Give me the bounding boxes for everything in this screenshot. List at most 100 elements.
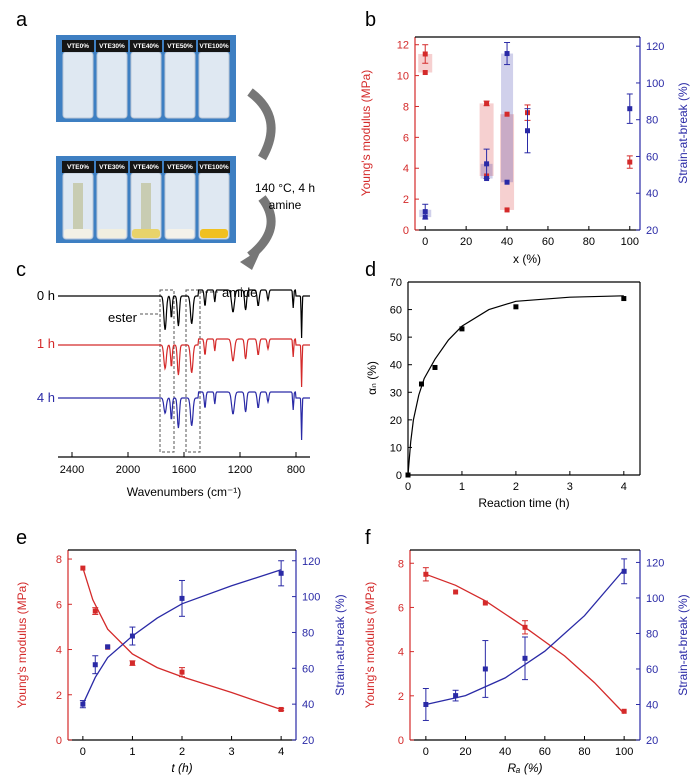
b-shaded-bar	[501, 53, 514, 183]
b-yr-tick-label: 20	[646, 225, 658, 237]
c-xlabel: Wavenumbers (cm⁻¹)	[127, 485, 242, 499]
e-point	[278, 570, 284, 576]
f-point	[522, 655, 528, 661]
e-yr-tick-label: 60	[302, 663, 314, 675]
vial-body	[164, 51, 196, 119]
d-point	[418, 381, 424, 387]
c-annotation-amide: amide	[222, 285, 257, 300]
f-point	[522, 624, 528, 630]
b-point	[627, 106, 633, 112]
chart-b: x (%) Young's modulus (MPa) Strain-at-br…	[359, 36, 690, 266]
e-xlabel: t (h)	[171, 761, 192, 775]
f-yl-tick-label: 8	[398, 558, 404, 570]
f-x-tick-label: 20	[459, 746, 471, 758]
vial-label: VTE0%	[67, 43, 89, 50]
b-point	[504, 207, 510, 213]
f-yr-tick-label: 20	[646, 735, 658, 747]
b-x-tick-label: 60	[542, 236, 554, 248]
c-x-tick-label: 1600	[172, 464, 196, 476]
c-trace-label-1h: 1 h	[37, 336, 55, 351]
b-point	[504, 179, 510, 185]
f-yr-tick-label: 80	[646, 628, 658, 640]
f-yr-tick-label: 100	[646, 593, 664, 605]
e-point	[80, 565, 86, 571]
e-yr-tick-label: 120	[302, 556, 320, 568]
f-ylabel-left: Young's modulus (MPa)	[363, 582, 377, 709]
b-yl-tick-label: 0	[403, 225, 409, 237]
vial-strip	[73, 183, 83, 229]
b-yl-tick-label: 4	[403, 163, 409, 175]
e-point	[129, 660, 135, 666]
d-y-tick-label: 0	[396, 470, 402, 482]
b-yl-tick-label: 6	[403, 132, 409, 144]
vial-body	[96, 51, 128, 119]
reaction-reagent: amine	[269, 198, 302, 212]
panel-e-label: e	[16, 527, 27, 549]
b-ylabel-right: Strain-at-break (%)	[676, 82, 690, 183]
d-point	[432, 364, 438, 370]
c-spectrum-4h	[58, 391, 310, 441]
b-x-tick-label: 100	[621, 236, 639, 248]
f-point	[482, 666, 488, 672]
b-x-tick-label: 20	[460, 236, 472, 248]
vial-cap-label	[130, 40, 162, 52]
vial-label: VTE100%	[199, 164, 228, 171]
panel-b-label: b	[365, 9, 376, 31]
e-point	[179, 669, 185, 675]
d-xlabel: Reaction time (h)	[478, 496, 569, 510]
f-point	[423, 571, 429, 577]
b-x-tick-label: 80	[583, 236, 595, 248]
b-shaded-bar	[500, 114, 515, 210]
f-point	[621, 708, 627, 714]
e-yr-tick-label: 100	[302, 592, 320, 604]
vial-label: VTE50%	[167, 164, 193, 171]
panel-a-label: a	[16, 9, 28, 31]
c-ester-box	[159, 289, 175, 453]
d-y-tick-label: 30	[390, 387, 402, 399]
f-x-tick-label: 60	[539, 746, 551, 758]
reaction-arrow-lower	[247, 195, 276, 260]
d-y-tick-label: 50	[390, 332, 402, 344]
panel-c-label: c	[16, 259, 26, 281]
f-yl-tick-label: 6	[398, 602, 404, 614]
vial-label: VTE30%	[99, 164, 125, 171]
vials-after: VTE0% VTE30% VTE40% VTE50% VTE100%	[62, 161, 230, 240]
e-yr-tick-label: 20	[302, 735, 314, 747]
b-shaded-bar	[479, 103, 494, 176]
b-point	[484, 100, 490, 106]
vial-cap-label	[198, 40, 230, 52]
b-yr-tick-label: 60	[646, 151, 658, 163]
vial-strip	[141, 183, 151, 229]
e-yr-tick-label: 80	[302, 627, 314, 639]
vial-label: VTE30%	[99, 43, 125, 50]
vial-label: VTE50%	[167, 43, 193, 50]
b-point	[422, 70, 428, 76]
vial-label: VTE40%	[133, 43, 159, 50]
e-x-tick-label: 1	[129, 746, 135, 758]
b-yr-tick-label: 100	[646, 78, 664, 90]
chart-c: Wavenumbers (cm⁻¹) 0 h 1 h 4 h ester ami…	[37, 285, 310, 499]
e-ylabel-left: Young's modulus (MPa)	[15, 582, 29, 709]
c-annotation-ester: ester	[108, 310, 138, 325]
b-point	[525, 128, 530, 134]
e-point	[278, 706, 284, 712]
vial-cap-label	[164, 161, 196, 173]
f-yr-tick-label: 40	[646, 699, 658, 711]
d-ylabel: αₙ (%)	[365, 361, 379, 395]
chart-e: t (h) Young's modulus (MPa) Strain-at-br…	[15, 549, 347, 775]
f-point	[423, 701, 429, 707]
f-x-tick-label: 0	[423, 746, 429, 758]
f-point	[453, 589, 459, 595]
d-y-tick-label: 70	[390, 277, 402, 289]
f-yl-tick-label: 4	[398, 647, 404, 659]
b-xlabel: x (%)	[513, 252, 541, 266]
d-point	[621, 296, 627, 302]
e-x-tick-label: 4	[278, 746, 284, 758]
e-yr-tick-label: 40	[302, 699, 314, 711]
b-yl-tick-label: 2	[403, 194, 409, 206]
vial-residue	[132, 229, 160, 238]
e-point	[129, 633, 135, 639]
c-x-tick-label: 800	[287, 464, 305, 476]
vial-cap-label	[96, 40, 128, 52]
